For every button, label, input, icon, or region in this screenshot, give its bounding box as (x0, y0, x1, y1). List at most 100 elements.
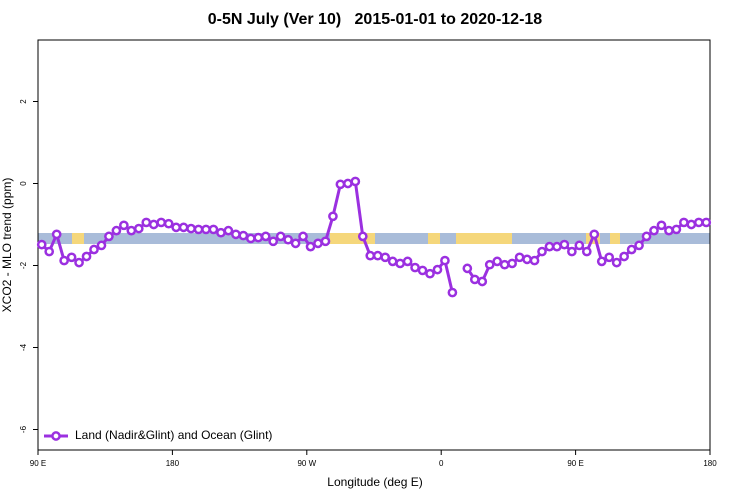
data-point (664, 225, 674, 236)
data-point (313, 238, 323, 249)
x-tick-label: 180 (703, 459, 717, 468)
data-point (604, 252, 615, 263)
data-point (36, 239, 47, 250)
data-point (178, 222, 189, 233)
data-point (686, 219, 697, 230)
data-point (395, 258, 405, 269)
data-point (298, 231, 308, 242)
data-point (567, 246, 577, 257)
data-point (260, 231, 271, 242)
data-point (514, 252, 525, 263)
data-point (447, 287, 458, 298)
data-point (611, 257, 622, 268)
x-tick-label: 90 E (30, 459, 46, 468)
land-band (456, 233, 512, 244)
data-point (365, 250, 376, 261)
data-point (238, 230, 249, 241)
data-point (96, 240, 107, 251)
data-point (186, 223, 196, 234)
data-point (552, 241, 562, 252)
data-point (634, 240, 644, 251)
data-point (581, 246, 592, 257)
data-point (253, 232, 264, 243)
data-point (656, 220, 667, 231)
x-tick-label: 90 E (567, 459, 583, 468)
data-point (432, 264, 443, 275)
land-band (72, 233, 84, 244)
y-tick-label: 2 (19, 99, 28, 104)
data-point (693, 217, 704, 228)
land-ocean-band (38, 233, 710, 244)
data-point (417, 265, 428, 276)
data-point (641, 231, 652, 242)
data-point (469, 274, 480, 285)
data-point (679, 217, 689, 228)
data-point (268, 236, 279, 247)
data-point (619, 251, 629, 262)
data-point (499, 259, 510, 270)
data-point (133, 223, 144, 234)
data-point (350, 176, 361, 187)
data-point (574, 240, 585, 251)
legend-marker (51, 431, 61, 441)
data-point (223, 225, 234, 236)
y-tick-label: -6 (19, 425, 28, 433)
data-point (357, 231, 368, 242)
data-point (649, 225, 659, 236)
data-point (104, 231, 114, 242)
data-point (626, 244, 637, 255)
data-point (589, 229, 600, 240)
data-point (66, 252, 77, 263)
data-point (59, 255, 69, 266)
data-point (74, 257, 84, 268)
data-point (216, 227, 226, 238)
data-point (537, 246, 547, 257)
data-point (320, 236, 331, 247)
data-point (171, 222, 181, 233)
data-point (410, 262, 420, 273)
x-axis-label: Longitude (deg E) (327, 475, 422, 489)
data-point (328, 211, 338, 222)
y-axis-label: XCO2 - MLO trend (ppm) (0, 178, 14, 313)
data-point (245, 233, 256, 244)
y-tick-label: 0 (19, 181, 28, 186)
data-point (141, 217, 152, 228)
data-point (462, 263, 473, 274)
plot-frame (37, 39, 711, 451)
data-point (89, 244, 99, 255)
land-band (330, 233, 375, 244)
data-point (44, 246, 55, 257)
land-band (428, 233, 440, 244)
x-tick-label: 90 W (297, 459, 316, 468)
data-point (425, 268, 435, 279)
data-point (201, 224, 211, 235)
data-point (126, 225, 137, 236)
data-point (343, 178, 353, 189)
data-point (596, 256, 607, 267)
data-point (119, 220, 129, 231)
land-band (610, 233, 620, 244)
data-point (335, 179, 346, 190)
data-point (148, 219, 159, 230)
data-point (275, 231, 286, 242)
data-point (290, 238, 301, 249)
x-tick-label: 180 (166, 459, 180, 468)
data-point (701, 217, 712, 228)
data-point (372, 250, 383, 261)
data-point (484, 259, 495, 270)
data-point (671, 224, 682, 235)
data-point (163, 218, 174, 229)
data-point (492, 256, 503, 267)
data-point (559, 239, 570, 250)
data-point (440, 255, 450, 266)
y-tick-label: -4 (19, 343, 28, 351)
data-point (231, 229, 241, 240)
legend-label: Land (Nadir&Glint) and Ocean (Glint) (75, 428, 272, 442)
data-point (156, 217, 167, 228)
data-point (208, 224, 219, 235)
data-point (544, 241, 555, 252)
data-point (283, 234, 293, 245)
data-point (387, 256, 398, 267)
